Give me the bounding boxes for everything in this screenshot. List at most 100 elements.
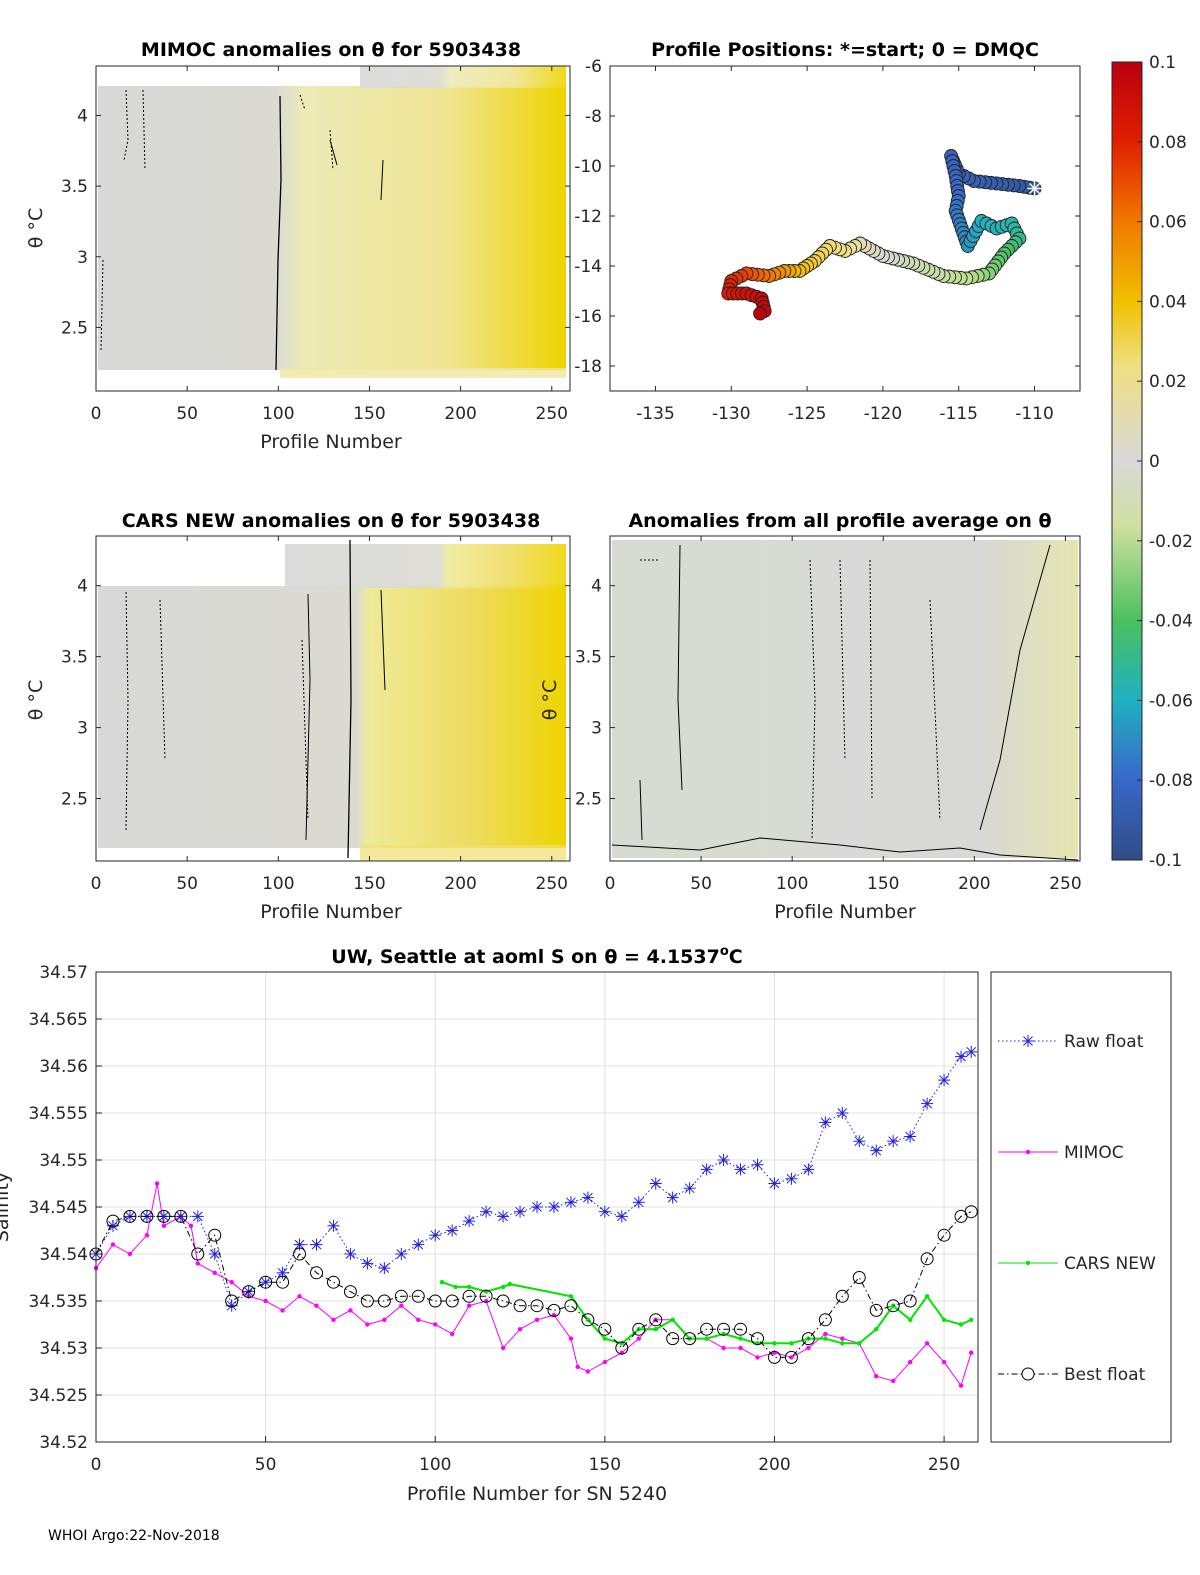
data-point — [564, 1196, 577, 1209]
data-point — [157, 1209, 171, 1223]
legend-item: CARS NEW — [998, 1254, 1156, 1274]
colorbar-tick-label: 0.04 — [1149, 292, 1187, 312]
data-point — [751, 1158, 764, 1171]
data-point — [154, 1181, 160, 1186]
mimoc-panel: 0 50 100 150 200 250 2.5 3 3.5 4 MIMOC anomalies … — [25, 39, 571, 453]
data-point — [449, 1331, 455, 1337]
data-point — [399, 1303, 404, 1308]
data-point — [965, 1045, 978, 1058]
data-point — [819, 1116, 832, 1129]
data-point — [530, 1299, 544, 1313]
data-point — [123, 1209, 137, 1223]
data-point — [514, 1205, 527, 1218]
data-point — [958, 1383, 964, 1388]
data-point — [738, 1336, 743, 1341]
data-point — [823, 1336, 828, 1341]
data-point — [191, 1247, 205, 1261]
data-point — [738, 1345, 743, 1351]
data-point — [666, 1332, 680, 1346]
data-point — [310, 1266, 323, 1280]
cars-panel: 0 50 100 150 200 250 2.5 3 3.5 4 CARS NEW anomali… — [25, 510, 571, 923]
data-point — [344, 1248, 357, 1260]
data-point — [360, 1294, 374, 1308]
data-point — [259, 1275, 273, 1289]
y-tick-label: -8 — [585, 107, 602, 127]
data-point — [547, 1303, 561, 1317]
data-point — [191, 1210, 204, 1223]
data-point — [768, 1177, 781, 1190]
footer-stamp: WHOI Argo:22-Nov-2018 — [48, 1528, 220, 1544]
avg-contour — [611, 837, 1079, 861]
data-point — [785, 1172, 798, 1185]
y-tick-label: 34.54 — [39, 1245, 88, 1265]
x-tick-label: 100 — [419, 1455, 451, 1475]
colorbar: 0.1 0.08 0.06 0.04 0.02 0 -0.02 -0.04 -0.06 -0.08… — [1111, 53, 1193, 871]
salinity-ylabel: Salinity — [0, 1172, 13, 1242]
data-point — [445, 1294, 459, 1308]
x-tick-label: 150 — [589, 1455, 621, 1475]
data-point — [615, 1341, 629, 1355]
data-point — [382, 1317, 387, 1323]
data-point — [852, 1271, 866, 1284]
data-point — [772, 1341, 777, 1346]
data-point — [439, 1280, 445, 1285]
legend-item: MIMOC — [998, 1143, 1124, 1163]
positions-panel: -135 -130 -125 -120 -115 -110 -6 -8 -10 -12 -14 -16… — [574, 39, 1081, 424]
x-tick-label: -110 — [1015, 404, 1054, 424]
data-point — [479, 1289, 493, 1303]
cars-contour — [347, 539, 352, 859]
y-tick-label: 4 — [77, 106, 88, 126]
data-point — [208, 1248, 221, 1260]
data-point — [941, 1317, 947, 1323]
data-point — [941, 1359, 947, 1365]
data-point — [806, 1345, 811, 1351]
y-tick-label: 34.56 — [39, 1057, 88, 1077]
data-point — [823, 1331, 828, 1337]
mimoc-anomaly-field — [98, 86, 566, 370]
y-tick-label: 3.5 — [61, 177, 88, 197]
data-point — [717, 1322, 731, 1336]
legend: Raw float MIMOC CARS NEW Best float — [990, 971, 1172, 1443]
data-point — [276, 1266, 289, 1279]
x-tick-label: 100 — [262, 874, 294, 894]
cars-anomaly-field — [98, 586, 566, 848]
avg-ylabel: θ °C — [539, 680, 561, 720]
data-point — [496, 1294, 510, 1308]
data-point — [836, 1107, 849, 1119]
data-point — [585, 1369, 591, 1374]
colorbar-tick-label: -0.06 — [1149, 691, 1193, 711]
data-point — [229, 1280, 234, 1285]
x-tick-label: 50 — [176, 404, 198, 424]
x-tick-label: -125 — [788, 404, 827, 424]
data-point — [700, 1163, 713, 1176]
positions-title: Profile Positions: *=start; 0 = DMQC — [651, 39, 1039, 61]
x-tick-label: 150 — [867, 874, 899, 894]
data-point — [377, 1294, 391, 1308]
data-point — [446, 1224, 459, 1237]
y-tick-label: -14 — [574, 257, 602, 277]
data-point — [955, 1050, 968, 1063]
data-point — [653, 1327, 658, 1332]
avg-title: Anomalies from all profile average on θ — [628, 510, 1051, 532]
data-point — [904, 1130, 917, 1143]
data-point — [453, 1284, 458, 1290]
x-tick-label: 0 — [605, 874, 616, 894]
y-tick-label: 2.5 — [61, 318, 88, 338]
data-point — [106, 1214, 120, 1228]
y-tick-label: -18 — [574, 357, 602, 377]
data-point — [433, 1322, 438, 1327]
data-point — [568, 1336, 574, 1341]
data-point — [890, 1378, 896, 1384]
x-tick-label: 200 — [444, 874, 476, 894]
data-point — [632, 1196, 645, 1209]
data-point — [887, 1135, 900, 1148]
data-point — [348, 1308, 353, 1313]
data-point — [531, 1201, 543, 1213]
x-tick-label: 50 — [255, 1455, 277, 1475]
y-tick-label: 34.565 — [29, 1010, 88, 1030]
data-point — [802, 1163, 815, 1176]
cars-xlabel: Profile Number — [260, 901, 402, 923]
y-tick-label: 34.545 — [29, 1198, 88, 1218]
data-point — [242, 1285, 256, 1299]
cars-title: CARS NEW anomalies on θ for 5903438 — [122, 510, 541, 532]
